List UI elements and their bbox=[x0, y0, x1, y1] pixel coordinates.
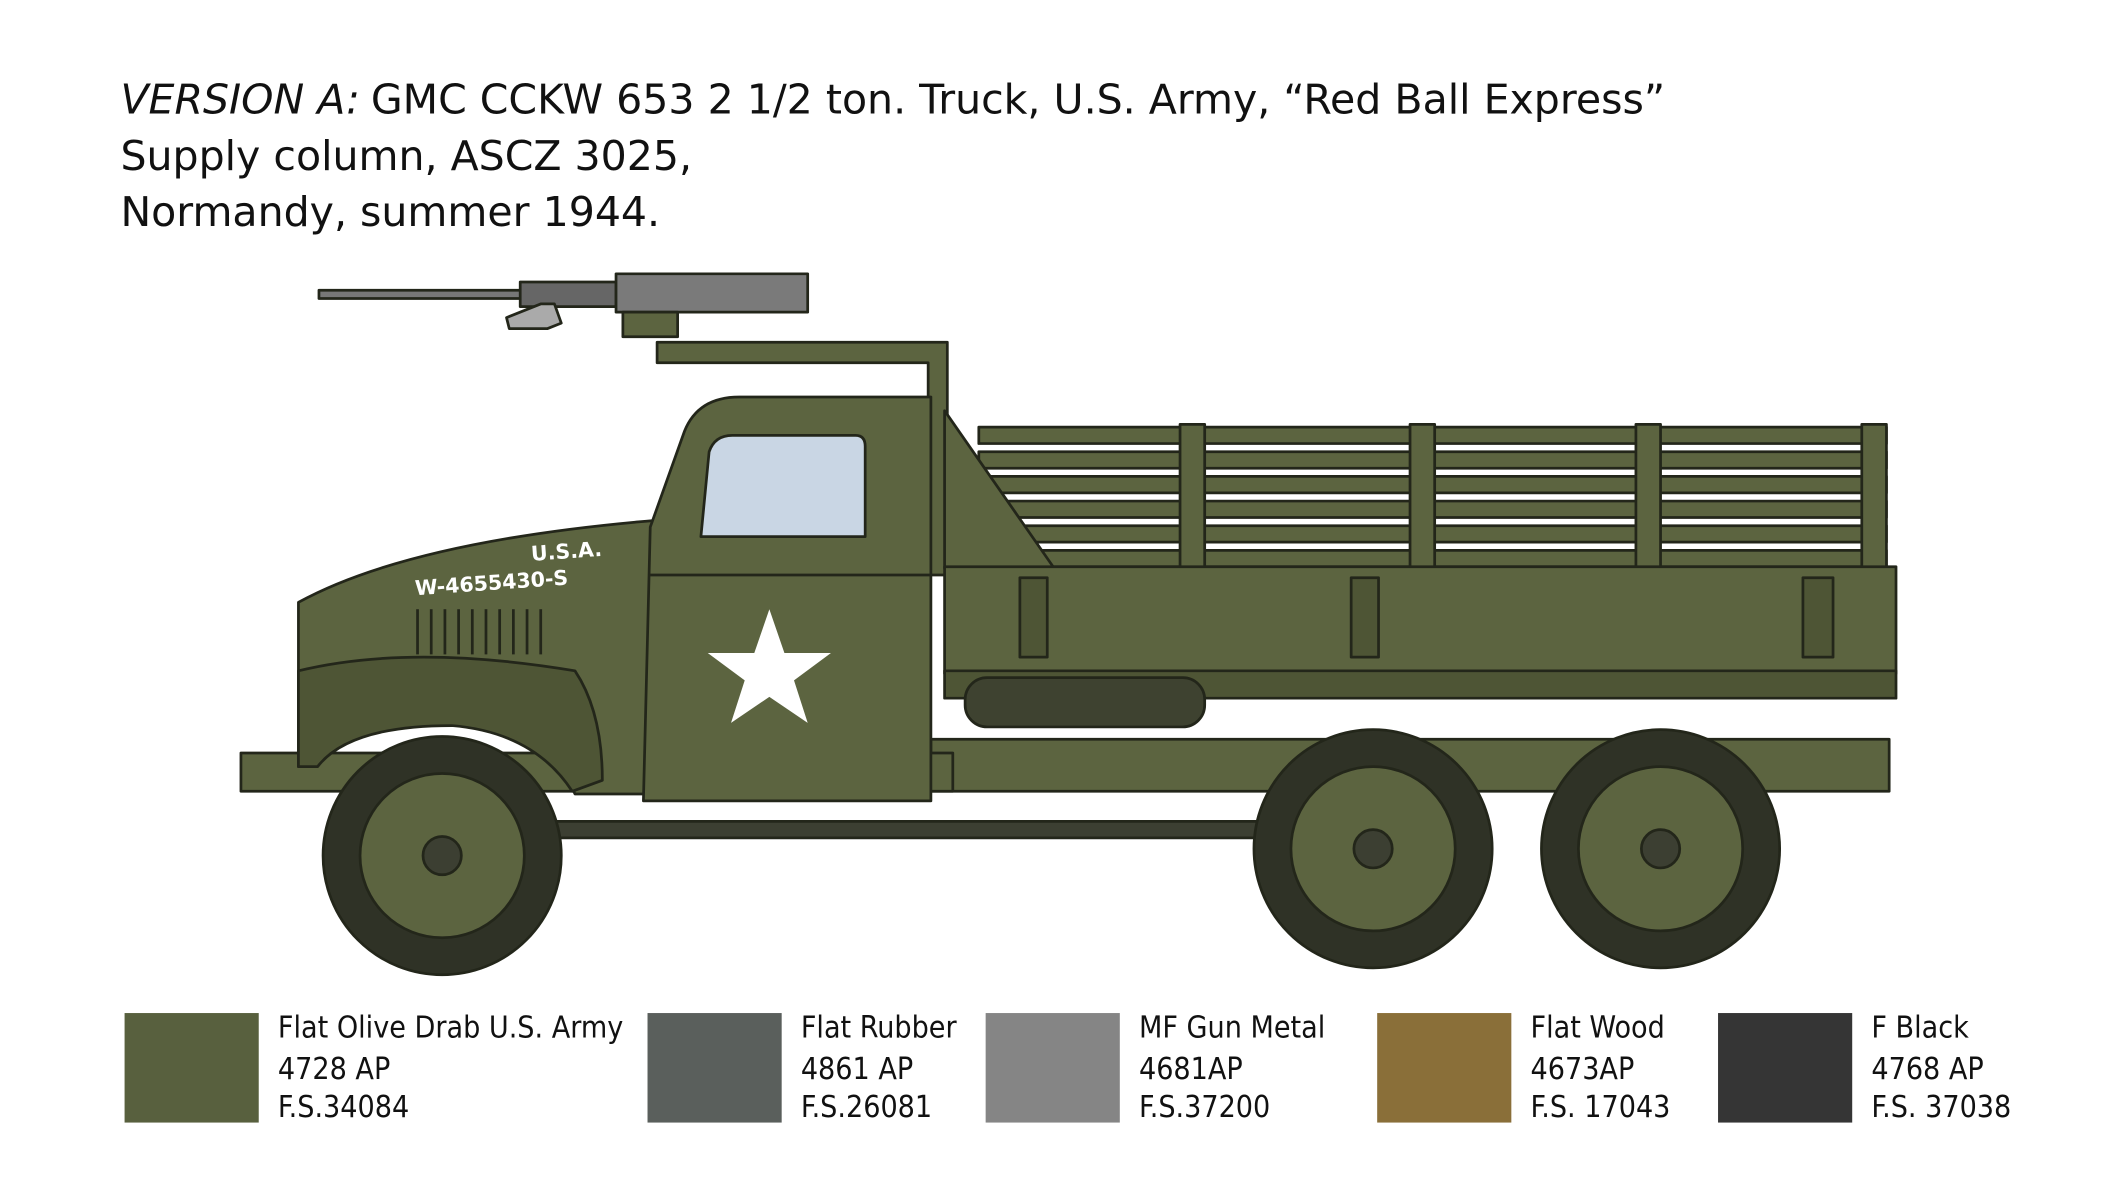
paint-name: F Black bbox=[1871, 1011, 1969, 1046]
color-swatch bbox=[124, 1013, 259, 1123]
color-swatch bbox=[647, 1013, 782, 1123]
paint-name: MF Gun Metal bbox=[1139, 1011, 1325, 1046]
marking-usa: U.S.A. bbox=[530, 537, 603, 566]
paint-fs: F.S.34084 bbox=[278, 1090, 409, 1125]
paint-code: 4861 AP bbox=[801, 1052, 913, 1087]
title-line: VERSION A: GMC CCKW 653 2 1/2 ton. Truck,… bbox=[120, 76, 1665, 124]
title-line: Supply column, ASCZ 3025, bbox=[120, 132, 692, 180]
paint-name: Flat Olive Drab U.S. Army bbox=[278, 1011, 623, 1046]
paint-code: 4681AP bbox=[1139, 1052, 1243, 1087]
color-swatch bbox=[985, 1013, 1120, 1123]
color-swatch bbox=[1377, 1013, 1512, 1123]
paint-name: Flat Rubber bbox=[801, 1011, 958, 1046]
color-swatch bbox=[1718, 1013, 1853, 1123]
paint-fs: F.S.37200 bbox=[1139, 1090, 1270, 1125]
version-label: VERSION A: bbox=[120, 76, 359, 124]
paint-code: 4673AP bbox=[1531, 1052, 1635, 1087]
paint-fs: F.S.26081 bbox=[801, 1090, 932, 1125]
paint-fs: F.S. 37038 bbox=[1871, 1090, 2011, 1125]
truck-drawing: U.S.A. W-4655430-S bbox=[239, 272, 1898, 977]
paint-fs: F.S. 17043 bbox=[1531, 1090, 1671, 1125]
paint-name: Flat Wood bbox=[1531, 1011, 1665, 1046]
swatch-list: Flat Olive Drab U.S. Army 4728 APF.S.3408… bbox=[124, 1011, 2011, 1125]
title-line: Normandy, summer 1944. bbox=[120, 188, 660, 236]
paint-code: 4768 AP bbox=[1871, 1052, 1983, 1087]
paint-code: 4728 AP bbox=[278, 1052, 390, 1087]
title-text: GMC CCKW 653 2 1/2 ton. Truck, U.S. Army… bbox=[371, 76, 1665, 124]
